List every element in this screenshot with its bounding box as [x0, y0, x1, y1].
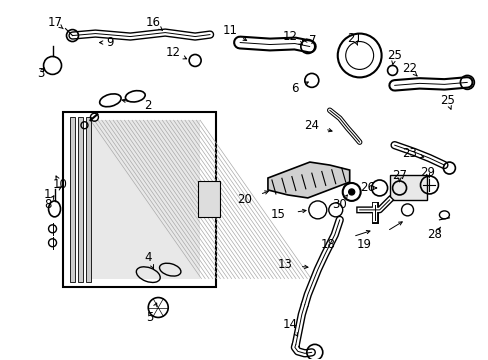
Bar [78, 117, 83, 282]
Bar [70, 117, 75, 282]
Text: 5: 5 [146, 311, 154, 324]
Text: 6: 6 [290, 82, 298, 95]
Text: 3: 3 [37, 67, 44, 80]
Text: 11: 11 [222, 24, 237, 37]
Text: 8: 8 [44, 198, 51, 211]
Text: 12: 12 [165, 46, 181, 59]
Bar [86, 117, 91, 282]
Bar [389, 175, 427, 200]
Polygon shape [267, 162, 349, 198]
Bar [90, 120, 200, 279]
Text: 27: 27 [391, 168, 406, 181]
Text: 30: 30 [332, 198, 346, 211]
Text: 21: 21 [346, 32, 362, 45]
Text: 15: 15 [270, 208, 285, 221]
Circle shape [348, 189, 354, 195]
Text: 19: 19 [356, 238, 371, 251]
Text: 2: 2 [144, 99, 152, 112]
Text: 20: 20 [237, 193, 252, 206]
Text: 9: 9 [106, 36, 114, 49]
Text: 7: 7 [308, 34, 316, 47]
Bar [198, 181, 220, 217]
Bar [62, 112, 216, 287]
Text: 25: 25 [386, 49, 401, 62]
Text: 25: 25 [439, 94, 454, 107]
Text: 29: 29 [419, 166, 434, 179]
Text: 17: 17 [48, 16, 63, 29]
Text: 4: 4 [144, 251, 152, 264]
Text: 13: 13 [277, 258, 292, 271]
Text: 14: 14 [282, 318, 297, 331]
Text: 24: 24 [304, 119, 319, 132]
Text: 26: 26 [360, 181, 374, 194]
Text: 23: 23 [401, 147, 416, 159]
Text: 1: 1 [44, 188, 51, 202]
Text: 28: 28 [426, 228, 441, 241]
Text: 22: 22 [401, 62, 416, 75]
Text: 16: 16 [145, 16, 161, 29]
Text: 12: 12 [282, 30, 297, 43]
Text: 18: 18 [320, 238, 334, 251]
Text: 10: 10 [53, 179, 68, 192]
